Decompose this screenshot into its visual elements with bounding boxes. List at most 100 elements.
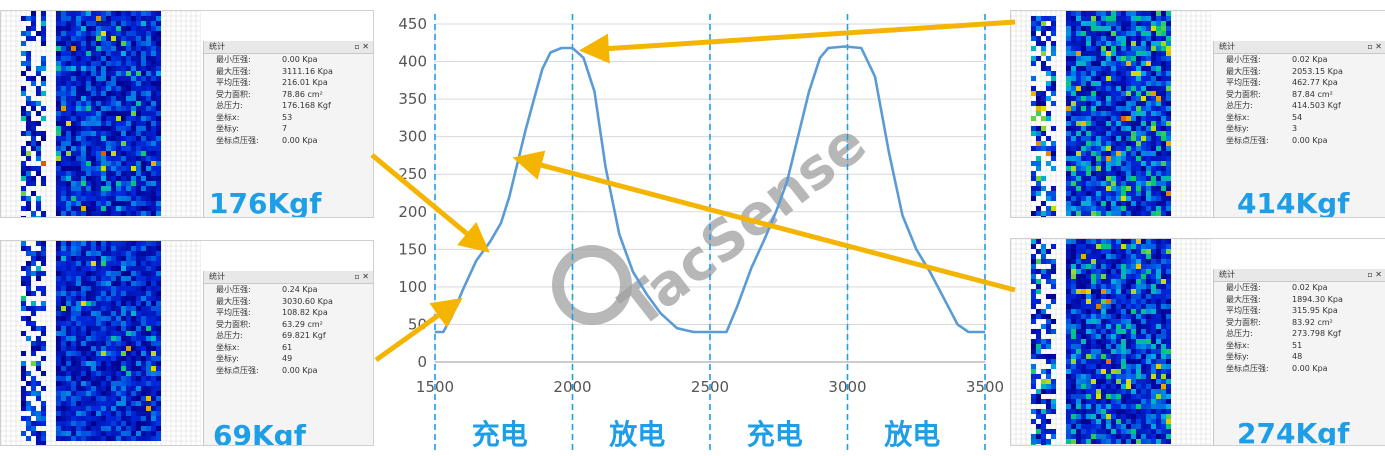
stat-row: 受力面积: 87.84 cm² — [1214, 89, 1385, 101]
stat-row: 坐标x: 53 — [204, 112, 373, 124]
series — [435, 45, 985, 334]
watermark: TacSense — [552, 110, 879, 341]
stat-key: 总压力: — [216, 101, 243, 110]
stat-row: 坐标点压强: 0.00 Kpa — [1214, 135, 1385, 147]
watermark-text: TacSense — [609, 110, 879, 341]
y-tick-label: 450 — [398, 15, 427, 33]
y-tick-label: 100 — [398, 278, 427, 296]
stat-value: 315.95 Kpa — [1292, 306, 1338, 315]
stats-title: 统计 — [1219, 270, 1235, 279]
stat-value: 49 — [282, 354, 293, 363]
stat-key: 总压力: — [1226, 101, 1253, 110]
stat-key: 受力面积: — [1226, 317, 1261, 327]
stat-value: 61 — [282, 342, 293, 352]
stat-key: 最大压强: — [216, 296, 251, 306]
pressure-panel-69: 统计 ▫ ✕ 最小压强: 0.24 Kpa 最大压强: 3030.60 Kpa 平均压强:… — [0, 240, 374, 446]
stat-row: 总压力: 414.503 Kgf — [1214, 100, 1385, 112]
stat-row: 最大压强: 1894.30 Kpa — [1214, 294, 1385, 306]
stat-row: 平均压强: 108.82 Kpa — [204, 307, 373, 319]
stat-row: 坐标y: 3 — [1214, 123, 1385, 135]
force-label: 176Kgf — [209, 187, 322, 218]
pressure-panel-274: 统计 ▫ ✕ 最小压强: 0.02 Kpa 最大压强: 1894.30 Kpa 平均压强:… — [1010, 238, 1385, 446]
stat-value: 2053.15 Kpa — [1292, 66, 1343, 76]
stat-value: 0.00 Kpa — [282, 365, 318, 375]
stat-value: 462.77 Kpa — [1292, 78, 1338, 87]
stats-title: 统计 — [209, 272, 225, 281]
stat-row: 总压力: 69.821 Kgf — [204, 330, 373, 342]
phase-label: 放电 — [609, 418, 666, 451]
stat-row: 坐标x: 54 — [1214, 112, 1385, 124]
y-tick-label: 150 — [398, 240, 427, 258]
stat-value: 273.798 Kgf — [1292, 329, 1341, 338]
pressure-map — [1, 241, 201, 445]
stat-key: 最大压强: — [216, 66, 251, 76]
stat-key: 最大压强: — [1226, 66, 1261, 76]
window-buttons-icon[interactable]: ▫ ✕ — [1367, 270, 1382, 279]
stat-value: 78.86 cm² — [282, 89, 323, 99]
stat-row: 坐标x: 61 — [204, 342, 373, 354]
stat-value: 414.503 Kgf — [1292, 101, 1341, 110]
phase-label: 充电 — [471, 418, 528, 451]
stat-key: 坐标点压强: — [216, 365, 259, 375]
stat-key: 总压力: — [1226, 329, 1253, 338]
stat-row: 最大压强: 3111.16 Kpa — [204, 66, 373, 78]
callout-arrow — [512, 150, 1016, 293]
stat-row: 最小压强: 0.02 Kpa — [1214, 54, 1385, 66]
window-buttons-icon[interactable]: ▫ ✕ — [354, 272, 369, 281]
stat-value: 0.02 Kpa — [1292, 55, 1328, 64]
stats-window: 统计 ▫ ✕ 最小压强: 0.02 Kpa 最大压强: 1894.30 Kpa 平均压强:… — [1213, 269, 1385, 445]
stat-row: 最小压强: 0.00 Kpa — [204, 54, 373, 66]
tacsense-logo-icon — [552, 245, 632, 325]
stats-title-bar: 统计 ▫ ✕ — [204, 41, 373, 54]
stat-key: 坐标点压强: — [1226, 135, 1269, 145]
stat-row: 坐标点压强: 0.00 Kpa — [204, 365, 373, 377]
stat-row: 受力面积: 78.86 cm² — [204, 89, 373, 101]
stat-key: 坐标y: — [216, 354, 239, 363]
stats-title-bar: 统计 ▫ ✕ — [1214, 269, 1385, 282]
callout-arrow — [374, 298, 463, 363]
stat-key: 平均压强: — [216, 78, 251, 87]
stat-value: 3 — [1292, 124, 1298, 133]
stat-key: 总压力: — [216, 331, 243, 340]
stat-key: 坐标x: — [1226, 340, 1250, 350]
stat-key: 坐标y: — [216, 124, 239, 133]
stat-key: 受力面积: — [216, 89, 251, 99]
stat-key: 坐标x: — [1226, 112, 1250, 122]
stat-key: 坐标x: — [216, 112, 240, 122]
stat-value: 3030.60 Kpa — [282, 296, 333, 306]
stat-value: 83.92 cm² — [1292, 317, 1333, 327]
x-tick-label: 2500 — [691, 378, 729, 396]
x-tick-label: 2000 — [553, 378, 591, 396]
stat-key: 最小压强: — [1226, 55, 1261, 64]
x-tick-label: 1500 — [416, 378, 454, 396]
stat-key: 坐标x: — [216, 342, 240, 352]
pressure-map — [1, 11, 201, 217]
series-line — [435, 45, 985, 334]
stat-row: 坐标点压强: 0.00 Kpa — [204, 135, 373, 147]
stat-row: 坐标点压强: 0.00 Kpa — [1214, 363, 1385, 375]
stat-key: 受力面积: — [216, 319, 251, 329]
stat-value: 0.00 Kpa — [1292, 135, 1328, 145]
window-buttons-icon[interactable]: ▫ ✕ — [354, 42, 369, 51]
stats-window: 统计 ▫ ✕ 最小压强: 0.02 Kpa 最大压强: 2053.15 Kpa 平均压强:… — [1213, 41, 1385, 217]
stat-value: 216.01 Kpa — [282, 78, 328, 87]
force-label: 414Kgf — [1237, 187, 1350, 218]
stat-row: 总压力: 273.798 Kgf — [1214, 328, 1385, 340]
y-tick-label: 300 — [398, 128, 427, 146]
stat-row: 最大压强: 2053.15 Kpa — [1214, 66, 1385, 78]
stat-row: 受力面积: 63.29 cm² — [204, 319, 373, 331]
stat-key: 最小压强: — [216, 55, 251, 64]
stat-key: 坐标y: — [1226, 124, 1249, 133]
phase-label: 放电 — [884, 418, 941, 451]
stat-value: 63.29 cm² — [282, 319, 323, 329]
stat-key: 最大压强: — [1226, 294, 1261, 304]
window-buttons-icon[interactable]: ▫ ✕ — [1367, 42, 1382, 51]
stat-value: 48 — [1292, 352, 1303, 361]
stat-row: 坐标y: 7 — [204, 123, 373, 135]
stat-key: 坐标点压强: — [1226, 363, 1269, 373]
pressure-panel-414: 统计 ▫ ✕ 最小压强: 0.02 Kpa 最大压强: 2053.15 Kpa 平均压强:… — [1010, 10, 1385, 218]
stat-key: 坐标y: — [1226, 352, 1249, 361]
